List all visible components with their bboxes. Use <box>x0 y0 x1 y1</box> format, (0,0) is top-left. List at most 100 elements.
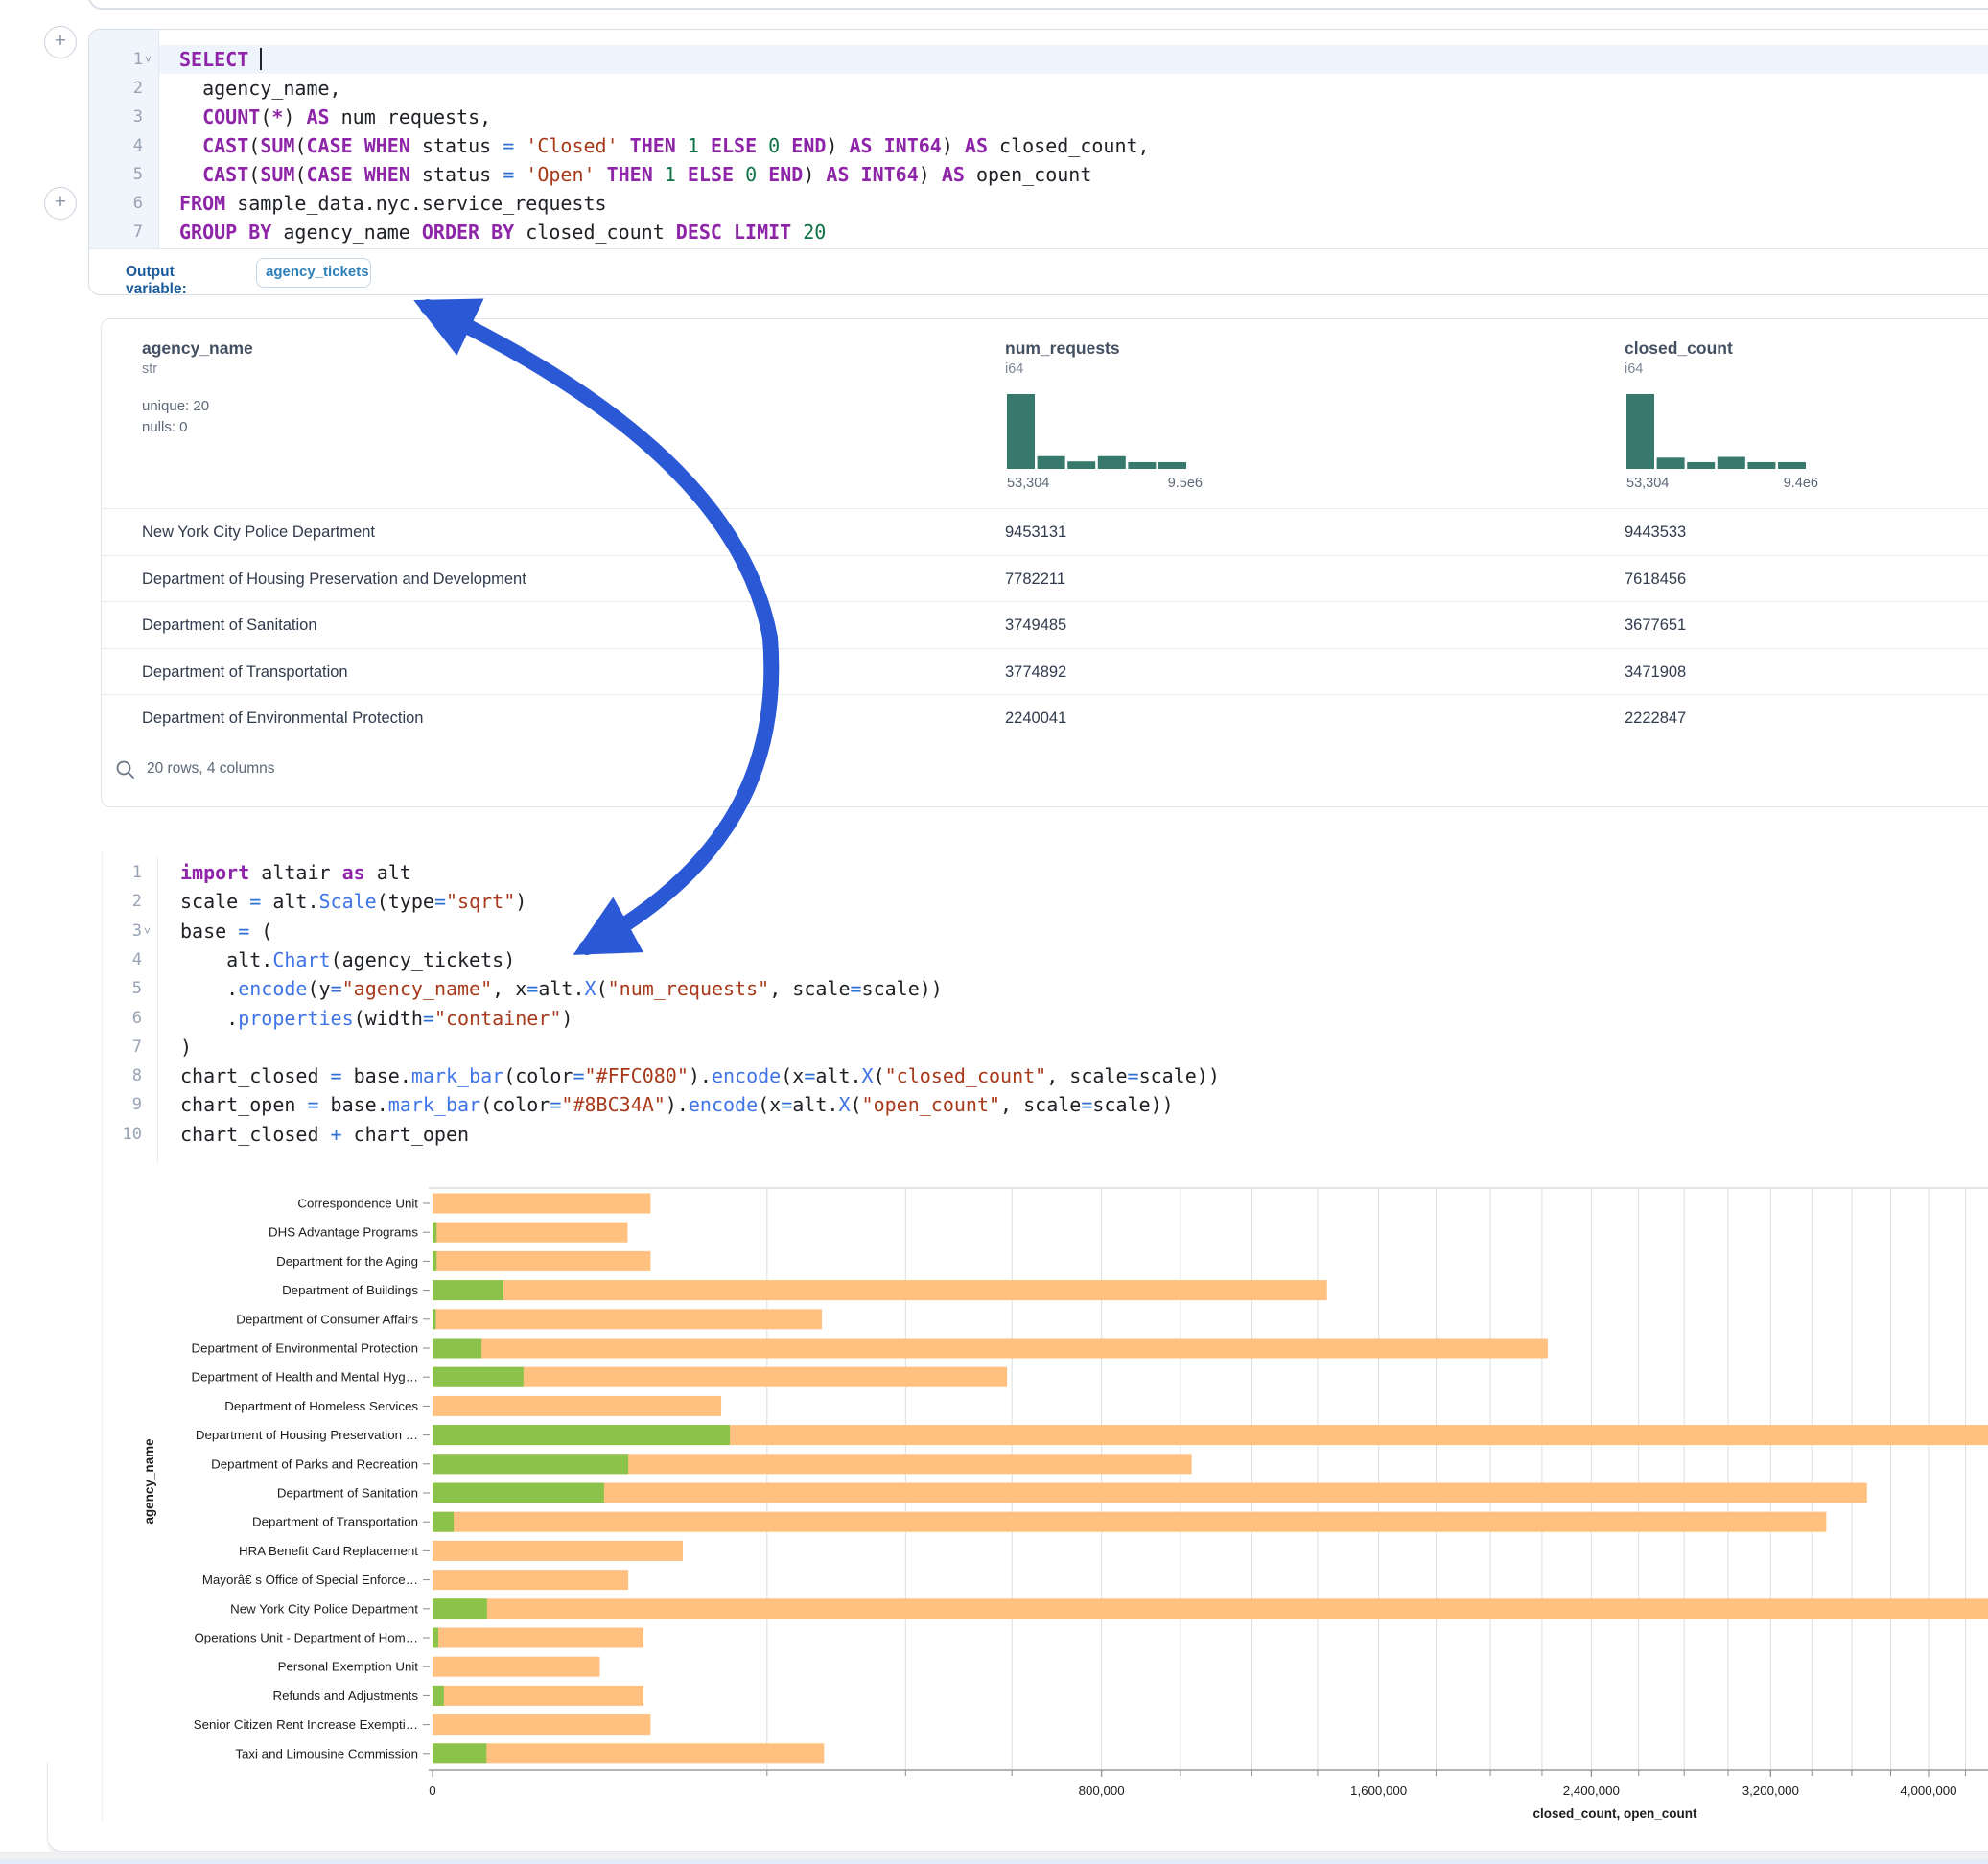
table-row[interactable]: Department of Housing Preservation and D… <box>102 554 1988 602</box>
code-line[interactable]: chart_open = base.mark_bar(color="#8BC34… <box>180 1093 1174 1117</box>
line-number: 9 <box>131 1095 142 1115</box>
code-line[interactable]: base = ( <box>180 919 273 943</box>
code-line[interactable]: alt.Chart(agency_tickets) <box>180 947 516 971</box>
table-cell: 9443533 <box>1625 524 1687 541</box>
code-line[interactable]: FROM sample_data.nyc.service_requests <box>179 192 607 215</box>
x-axis-tick-label: 3,200,000 <box>1742 1783 1799 1798</box>
sql-cell: 1 ˅ 2 3 4 5 6 7 SELECT agency_name, COUNT(*) AS… <box>88 29 1988 297</box>
code-line[interactable]: CAST(SUM(CASE WHEN status = 'Open' THEN … <box>202 163 1092 186</box>
line-number: 1 <box>131 863 142 882</box>
histogram-min-label: 53,304 <box>1007 476 1050 491</box>
y-axis-label: HRA Benefit Card Replacement <box>239 1544 418 1558</box>
code-line[interactable]: scale = alt.Scale(type="sqrt") <box>180 890 527 914</box>
histogram-min-label: 53,304 <box>1626 476 1670 491</box>
table-cell: Department of Environmental Protection <box>142 710 424 727</box>
code-line[interactable]: .encode(y="agency_name", x=alt.X("num_re… <box>226 977 943 1001</box>
table-cell: 9453131 <box>1005 524 1067 541</box>
fold-chevron-icon[interactable]: ˅ <box>144 923 152 938</box>
table-cell: 2222847 <box>1625 710 1687 727</box>
x-axis-tick-label: 0 <box>429 1783 435 1798</box>
table-row[interactable]: Department of Sanitation 3749485 3677651 <box>102 601 1988 648</box>
y-axis-label: Department of Buildings <box>282 1283 418 1297</box>
previous-cell-edge <box>88 0 1988 10</box>
altair-bar-chart: Correspondence Unit DHS Advantage Program… <box>142 1187 1988 1821</box>
y-axis-label: Refunds and Adjustments <box>272 1689 418 1703</box>
add-cell-button[interactable]: + <box>44 187 77 220</box>
y-axis-label: Department of Parks and Recreation <box>211 1456 418 1471</box>
table-row[interactable]: Department of Environmental Protection 22… <box>102 694 1988 741</box>
y-axis-label: Department of Housing Preservation … <box>196 1428 418 1442</box>
search-icon[interactable] <box>115 759 136 781</box>
y-axis-title: agency_name <box>142 1438 156 1525</box>
y-axis-label: Senior Citizen Rent Increase Exempti… <box>194 1717 418 1732</box>
table-cell: 7782211 <box>1005 570 1066 588</box>
y-axis-label: Personal Exemption Unit <box>278 1660 419 1674</box>
line-number: 7 <box>131 1037 142 1057</box>
code-line[interactable]: agency_name, <box>179 77 341 100</box>
table-cell: Department of Transportation <box>142 663 348 681</box>
page-gap <box>0 1852 1988 1859</box>
table-cell: Department of Sanitation <box>142 617 317 634</box>
add-cell-button[interactable]: + <box>44 26 77 58</box>
y-axis-label: Operations Unit - Department of Hom… <box>194 1631 418 1645</box>
y-axis-label: Taxi and Limousine Commission <box>235 1746 418 1760</box>
column-header-closed-count[interactable]: closed_count i64 53,304 9.4e6 <box>1625 338 1818 491</box>
python-gutter-divider <box>157 856 158 1163</box>
table-cell: 3774892 <box>1005 663 1067 681</box>
y-axis-label: Department for the Aging <box>276 1254 418 1269</box>
table-cell: 3677651 <box>1625 617 1687 634</box>
column-header-num-requests[interactable]: num_requests i64 53,304 9.5e6 <box>1005 338 1203 491</box>
table-row[interactable]: New York City Police Department 9453131 94… <box>102 508 1988 555</box>
divider <box>89 248 1988 249</box>
y-axis-label: DHS Advantage Programs <box>269 1225 418 1240</box>
y-axis-label: Department of Consumer Affairs <box>236 1312 418 1326</box>
line-number: 2 <box>132 79 143 98</box>
output-variable-pill[interactable]: agency_tickets <box>256 258 371 288</box>
line-number: 7 <box>132 222 143 242</box>
y-axis-label: Department of Health and Mental Hyg… <box>191 1370 418 1385</box>
table-cell: 3749485 <box>1005 617 1067 634</box>
text-caret <box>260 48 263 70</box>
column-header-agency-name[interactable]: agency_name str unique: 20 nulls: 0 <box>142 338 253 435</box>
python-cell-border <box>102 851 103 1822</box>
code-line[interactable]: chart_closed = base.mark_bar(color="#FFC… <box>180 1064 1220 1088</box>
y-axis-label: Department of Environmental Protection <box>191 1341 418 1356</box>
table-cell: 7618456 <box>1625 570 1687 588</box>
next-cell-edge <box>0 1859 1988 1864</box>
code-line[interactable]: import altair as alt <box>180 861 411 884</box>
active-line-highlight <box>159 45 1988 74</box>
result-table: agency_name str unique: 20 nulls: 0 num_… <box>101 318 1988 807</box>
x-axis-tick-label: 800,000 <box>1079 1783 1125 1798</box>
table-row[interactable]: Department of Transportation 3774892 34719… <box>102 647 1988 695</box>
line-number: 8 <box>131 1066 142 1086</box>
code-line[interactable]: SELECT <box>179 45 263 74</box>
line-number: 4 <box>132 136 143 155</box>
code-line[interactable]: chart_closed + chart_open <box>180 1122 470 1146</box>
line-number: 2 <box>131 892 142 912</box>
histogram-max-label: 9.5e6 <box>1167 476 1203 491</box>
output-variable-label: Output variable: <box>126 264 187 297</box>
y-axis-label: Department of Homeless Services <box>224 1399 418 1413</box>
line-number: 3 <box>131 920 142 941</box>
code-line[interactable]: COUNT(*) AS num_requests, <box>202 105 492 128</box>
code-line[interactable]: .properties(width="container") <box>226 1006 573 1030</box>
y-axis-label: Correspondence Unit <box>297 1197 418 1211</box>
code-line[interactable]: GROUP BY agency_name ORDER BY closed_cou… <box>179 221 827 244</box>
fold-chevron-icon[interactable]: ˅ <box>145 53 152 66</box>
table-cell: Department of Housing Preservation and D… <box>142 570 526 588</box>
x-axis-title: closed_count, open_count <box>1532 1806 1697 1821</box>
line-number: 4 <box>131 949 142 969</box>
row-count-label: 20 rows, 4 columns <box>147 760 275 777</box>
table-cell: 2240041 <box>1005 710 1067 727</box>
histogram-max-label: 9.4e6 <box>1783 476 1818 491</box>
code-line[interactable]: CAST(SUM(CASE WHEN status = 'Closed' THE… <box>202 134 1150 157</box>
line-number: 10 <box>122 1124 142 1144</box>
y-axis-label: Mayorâ€ s Office of Special Enforce… <box>202 1573 418 1587</box>
line-number: 3 <box>132 107 143 127</box>
y-axis-label: New York City Police Department <box>230 1601 418 1616</box>
y-axis-label: Department of Sanitation <box>277 1486 418 1501</box>
line-number: 6 <box>132 194 143 213</box>
code-line[interactable]: ) <box>180 1035 193 1059</box>
line-number: 5 <box>131 979 142 999</box>
